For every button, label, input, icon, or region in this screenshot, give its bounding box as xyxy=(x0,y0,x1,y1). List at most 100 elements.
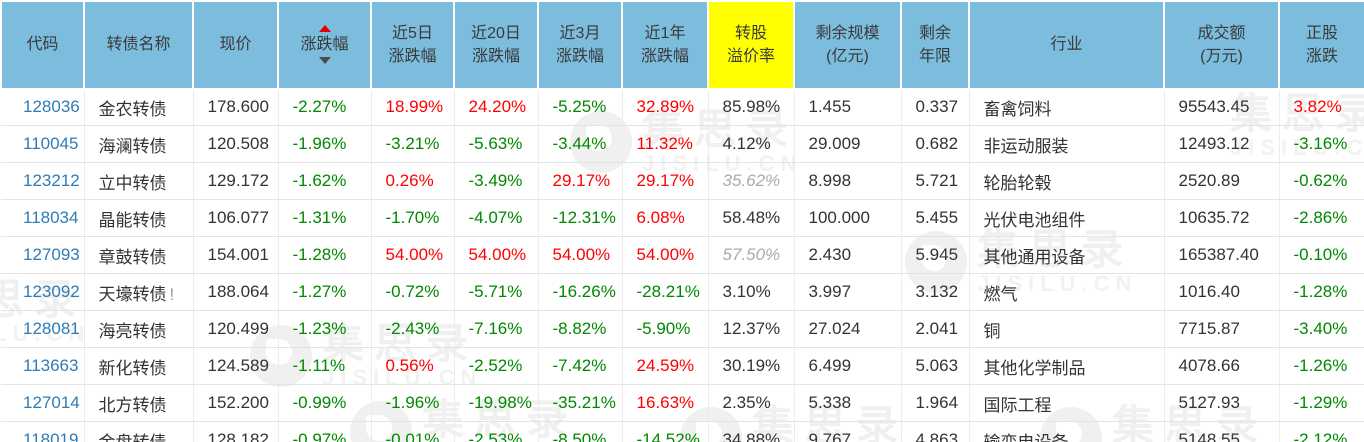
cell-chg3m: -12.31% xyxy=(537,199,623,238)
cell-name: 海澜转债 xyxy=(83,125,194,164)
header-label: 近3月 涨跌幅 xyxy=(555,24,604,65)
cell-chg5d: 54.00% xyxy=(370,236,455,275)
cell-name: 晶能转债 xyxy=(83,199,194,238)
header-20day-change[interactable]: 近20日 涨跌幅 xyxy=(453,0,539,90)
table-row: 110045 海澜转债 120.508 -1.96% -3.21% -5.63% -3.44… xyxy=(1,125,1364,164)
cell-chg5d: 18.99% xyxy=(370,88,455,127)
header-change-pct[interactable]: 涨跌幅 xyxy=(277,0,372,90)
cell-name: 新化转债 xyxy=(83,347,194,386)
cell-price: 154.001 xyxy=(192,236,279,275)
table-row: 128081 海亮转债 120.499 -1.23% -2.43% -7.16% -8.82… xyxy=(1,310,1364,349)
cell-industry: 其他化学制品 xyxy=(968,347,1165,386)
cell-chg: -1.28% xyxy=(277,236,372,275)
header-bond-name[interactable]: 转债名称 xyxy=(83,0,194,90)
header-3month-change[interactable]: 近3月 涨跌幅 xyxy=(537,0,623,90)
cell-industry: 其他通用设备 xyxy=(968,236,1165,275)
cell-stock: -1.28% xyxy=(1278,273,1364,312)
cell-size: 27.024 xyxy=(793,310,902,349)
header-label: 近5日 涨跌幅 xyxy=(388,24,437,65)
cell-turnover: 5127.93 xyxy=(1163,384,1280,423)
cell-name: 金盘转债 xyxy=(83,421,194,442)
header-code[interactable]: 代码 xyxy=(0,0,85,90)
cell-turnover: 10635.72 xyxy=(1163,199,1280,238)
table-row: 118019金盘转债128.182-0.97%-0.01%-2.53%-8.50… xyxy=(1,421,1364,442)
cell-chg5d: -0.72% xyxy=(370,273,455,312)
cell-code[interactable]: 110045 xyxy=(1,125,85,164)
header-label: 成交额 (万元) xyxy=(1197,24,1246,65)
cell-code[interactable]: 127014 xyxy=(1,384,85,423)
cell-code[interactable]: 123092 xyxy=(1,273,85,312)
cell-industry: 光伏电池组件 xyxy=(968,199,1165,238)
cell-chg20d: -5.71% xyxy=(453,273,539,312)
cell-chg5d: -2.43% xyxy=(370,310,455,349)
cell-turnover: 2520.89 xyxy=(1163,162,1280,201)
cell-size: 5.338 xyxy=(793,384,902,423)
header-1year-change[interactable]: 近1年 涨跌幅 xyxy=(621,0,709,90)
cell-chg5d: -0.01% xyxy=(370,421,455,442)
cell-premium: 85.98% xyxy=(707,88,795,127)
cell-industry: 铜 xyxy=(968,310,1165,349)
cell-size: 1.455 xyxy=(793,88,902,127)
cell-code[interactable]: 113663 xyxy=(1,347,85,386)
header-label: 涨跌幅 xyxy=(300,36,349,54)
header-conversion-premium[interactable]: 转股 溢价率 xyxy=(707,0,795,90)
cell-code[interactable]: 118034 xyxy=(1,199,85,238)
cell-chg1y: 54.00% xyxy=(621,236,709,275)
header-remaining-size[interactable]: 剩余规模 (亿元) xyxy=(793,0,902,90)
header-label: 剩余规模 (亿元) xyxy=(815,24,880,65)
cell-code[interactable]: 127093 xyxy=(1,236,85,275)
header-label: 转股 溢价率 xyxy=(726,24,775,65)
cell-premium: 2.35% xyxy=(707,384,795,423)
cell-stock: -0.62% xyxy=(1278,162,1364,201)
cell-premium: 30.19% xyxy=(707,347,795,386)
cell-stock: -0.10% xyxy=(1278,236,1364,275)
cell-chg3m: -3.44% xyxy=(537,125,623,164)
cell-chg: -1.23% xyxy=(277,310,372,349)
cell-chg5d: 0.26% xyxy=(370,162,455,201)
cell-chg3m: -8.82% xyxy=(537,310,623,349)
sort-desc-icon[interactable] xyxy=(318,57,331,65)
table-row: 123212 立中转债 129.172 -1.62% 0.26% -3.49% 29.17%… xyxy=(1,162,1364,201)
cell-name: 金农转债 xyxy=(83,88,194,127)
sort-asc-icon[interactable] xyxy=(318,25,331,33)
cell-price: 120.499 xyxy=(192,310,279,349)
cell-industry: 畜禽饲料 xyxy=(968,88,1165,127)
cell-years: 5.721 xyxy=(900,162,970,201)
cell-name: 海亮转债 xyxy=(83,310,194,349)
header-5day-change[interactable]: 近5日 涨跌幅 xyxy=(370,0,455,90)
cell-years: 0.337 xyxy=(900,88,970,127)
cell-years: 3.132 xyxy=(900,273,970,312)
header-industry[interactable]: 行业 xyxy=(968,0,1165,90)
cell-code[interactable]: 118019 xyxy=(1,421,85,442)
cell-premium: 58.48% xyxy=(707,199,795,238)
cell-stock: -3.16% xyxy=(1278,125,1364,164)
cell-industry: 非运动服装 xyxy=(968,125,1165,164)
table-row: 118034 晶能转债 106.077 -1.31% -1.70% -4.07% -12.3… xyxy=(1,199,1364,238)
header-remaining-years[interactable]: 剩余 年限 xyxy=(900,0,970,90)
cell-premium: 57.50% xyxy=(707,236,795,275)
header-current-price[interactable]: 现价 xyxy=(192,0,279,90)
cell-industry: 轮胎轮毂 xyxy=(968,162,1165,201)
cell-code[interactable]: 128081 xyxy=(1,310,85,349)
cell-chg1y: 16.63% xyxy=(621,384,709,423)
cell-years: 4.863 xyxy=(900,421,970,442)
table-row: 128036 金农转债 178.600 -2.27% 18.99% 24.20% -5.25… xyxy=(1,88,1364,127)
cell-premium: 3.10% xyxy=(707,273,795,312)
header-stock-change[interactable]: 正股 涨跌 xyxy=(1278,0,1364,90)
cell-code[interactable]: 123212 xyxy=(1,162,85,201)
header-label: 代码 xyxy=(26,36,59,54)
cell-turnover: 7715.87 xyxy=(1163,310,1280,349)
header-turnover[interactable]: 成交额 (万元) xyxy=(1163,0,1280,90)
cell-code[interactable]: 128036 xyxy=(1,88,85,127)
cell-price: 106.077 xyxy=(192,199,279,238)
cell-chg: -1.96% xyxy=(277,125,372,164)
cell-turnover: 165387.40 xyxy=(1163,236,1280,275)
cell-chg20d: -2.52% xyxy=(453,347,539,386)
cell-chg20d: -19.98% xyxy=(453,384,539,423)
cell-chg: -1.31% xyxy=(277,199,372,238)
cell-chg20d: -7.16% xyxy=(453,310,539,349)
cell-chg: -2.27% xyxy=(277,88,372,127)
cell-turnover: 4078.66 xyxy=(1163,347,1280,386)
table-row: 123092 天壕转债! 188.064 -1.27% -0.72% -5.71% -16.… xyxy=(1,273,1364,312)
